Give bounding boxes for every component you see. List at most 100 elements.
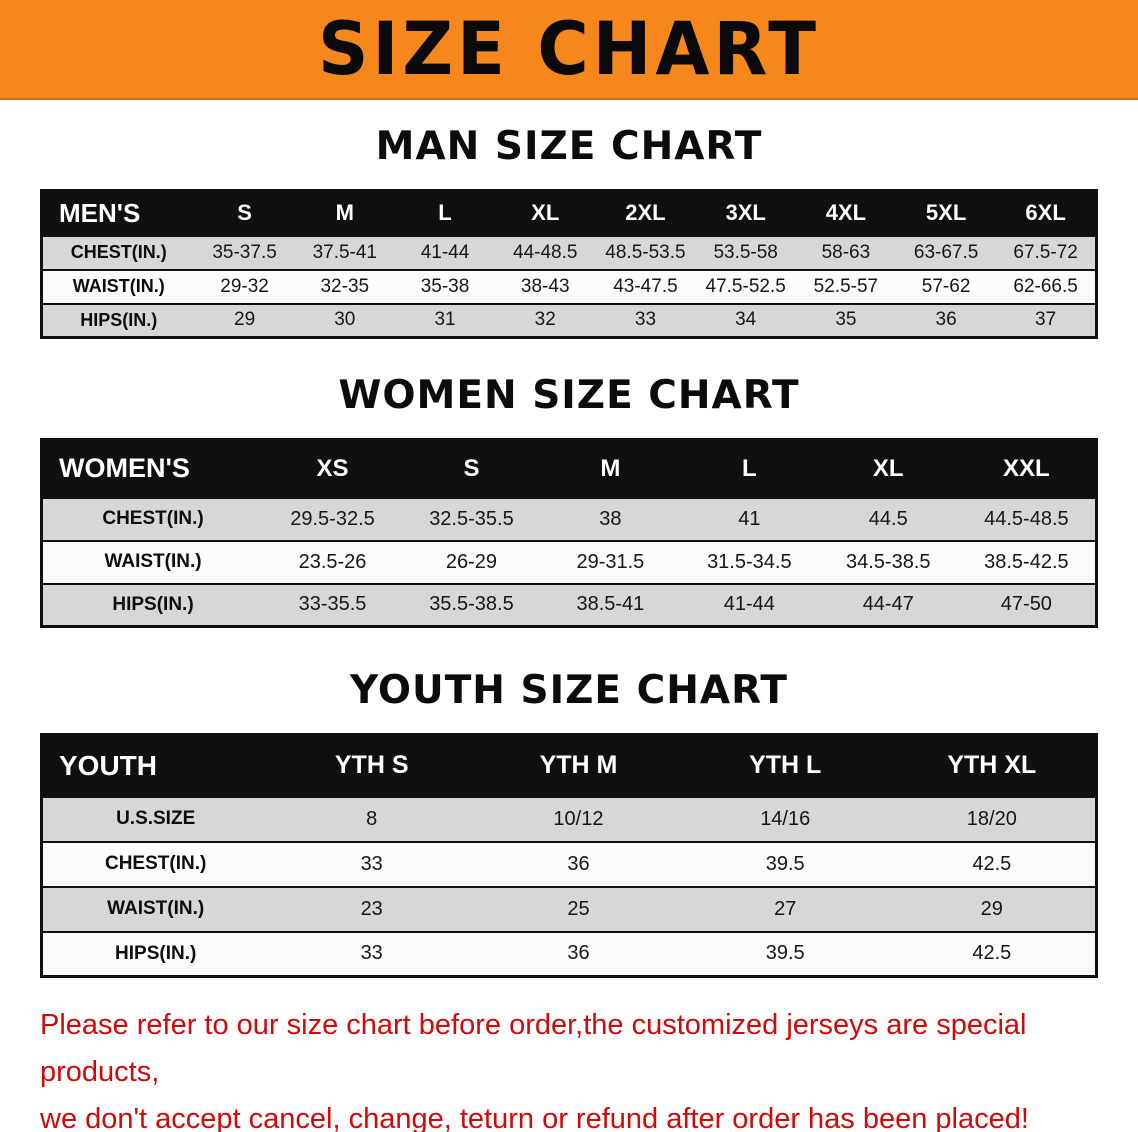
size-value-cell: 38.5-42.5 bbox=[957, 539, 1097, 584]
size-value-cell: 33 bbox=[595, 302, 696, 338]
size-value-cell: 30 bbox=[294, 302, 395, 338]
men-size-header-cell: M bbox=[294, 190, 395, 236]
row-label: CHEST(IN.) bbox=[41, 840, 269, 887]
men-header-row: MEN'S S M L XL 2XL 3XL 4XL 5XL 6XL bbox=[41, 190, 1097, 236]
row-label: WAIST(IN.) bbox=[41, 539, 264, 584]
men-size-header-cell: 6XL bbox=[996, 190, 1097, 236]
size-value-cell: 10/12 bbox=[475, 795, 682, 842]
size-value-cell: 43-47.5 bbox=[595, 268, 696, 304]
size-value-cell: 38 bbox=[540, 496, 680, 541]
row-label: WAIST(IN.) bbox=[41, 268, 195, 304]
size-value-cell: 52.5-57 bbox=[795, 268, 896, 304]
youth-chest-row: CHEST(IN.) 33 36 39.5 42.5 bbox=[41, 840, 1097, 887]
youth-size-header-cell: YTH M bbox=[475, 734, 682, 797]
men-size-header-cell: XL bbox=[495, 190, 596, 236]
size-value-cell: 35-38 bbox=[394, 268, 496, 304]
size-value-cell: 38-43 bbox=[495, 268, 596, 304]
size-value-cell: 35.5-38.5 bbox=[401, 582, 541, 627]
women-section-heading: WOMEN SIZE CHART bbox=[338, 373, 800, 418]
size-value-cell: 42.5 bbox=[888, 930, 1097, 977]
size-value-cell: 47-50 bbox=[957, 582, 1097, 627]
men-size-header-cell: 4XL bbox=[795, 190, 896, 236]
size-value-cell: 29-32 bbox=[194, 268, 295, 304]
size-value-cell: 23.5-26 bbox=[263, 539, 402, 584]
row-label: HIPS(IN.) bbox=[41, 582, 264, 627]
women-header-label: WOMEN'S bbox=[41, 439, 264, 498]
men-size-header-cell: S bbox=[194, 190, 295, 236]
women-header-row: WOMEN'S XS S M L XL XXL bbox=[41, 439, 1097, 498]
size-value-cell: 35-37.5 bbox=[194, 234, 295, 270]
youth-hips-row: HIPS(IN.) 33 36 39.5 42.5 bbox=[41, 930, 1097, 977]
men-waist-row: WAIST(IN.) 29-32 32-35 35-38 38-43 43-47… bbox=[41, 268, 1097, 304]
men-section-heading: MAN SIZE CHART bbox=[375, 124, 763, 169]
men-hips-row: HIPS(IN.) 29 30 31 32 33 34 35 36 37 bbox=[41, 302, 1097, 338]
size-value-cell: 36 bbox=[475, 840, 682, 887]
women-size-header-cell: M bbox=[540, 439, 680, 498]
women-size-header-cell: XS bbox=[263, 439, 402, 498]
youth-size-table: YOUTH YTH S YTH M YTH L YTH XL U.S.SIZE … bbox=[40, 733, 1098, 978]
women-section: WOMEN SIZE CHART WOMEN'S XS S M L XL XXL… bbox=[0, 373, 1138, 628]
size-value-cell: 38.5-41 bbox=[540, 582, 680, 627]
youth-ussize-row: U.S.SIZE 8 10/12 14/16 18/20 bbox=[41, 795, 1097, 842]
size-value-cell: 47.5-52.5 bbox=[695, 268, 796, 304]
women-size-table: WOMEN'S XS S M L XL XXL CHEST(IN.) 29.5-… bbox=[40, 438, 1098, 628]
row-label: WAIST(IN.) bbox=[41, 885, 269, 932]
row-label: U.S.SIZE bbox=[41, 795, 269, 842]
page-title: SIZE CHART bbox=[317, 5, 821, 93]
size-value-cell: 32-35 bbox=[294, 268, 395, 304]
youth-section: YOUTH SIZE CHART YOUTH YTH S YTH M YTH L… bbox=[0, 668, 1138, 978]
disclaimer-line-1: Please refer to our size chart before or… bbox=[40, 1009, 1027, 1088]
size-value-cell: 41 bbox=[679, 496, 819, 541]
size-value-cell: 34.5-38.5 bbox=[818, 539, 958, 584]
women-size-header-cell: L bbox=[679, 439, 819, 498]
row-label: CHEST(IN.) bbox=[41, 496, 264, 541]
size-value-cell: 26-29 bbox=[401, 539, 541, 584]
size-value-cell: 58-63 bbox=[795, 234, 896, 270]
size-value-cell: 33-35.5 bbox=[263, 582, 402, 627]
size-value-cell: 36 bbox=[475, 930, 682, 977]
youth-size-header-cell: YTH L bbox=[681, 734, 889, 797]
women-chest-row: CHEST(IN.) 29.5-32.5 32.5-35.5 38 41 44.… bbox=[41, 496, 1097, 541]
size-value-cell: 41-44 bbox=[679, 582, 819, 627]
size-value-cell: 41-44 bbox=[394, 234, 496, 270]
size-value-cell: 25 bbox=[475, 885, 682, 932]
size-value-cell: 8 bbox=[268, 795, 476, 842]
size-value-cell: 35 bbox=[795, 302, 896, 338]
men-chest-row: CHEST(IN.) 35-37.5 37.5-41 41-44 44-48.5… bbox=[41, 234, 1097, 270]
men-section: MAN SIZE CHART MEN'S S M L XL 2XL 3XL 4X… bbox=[0, 124, 1138, 339]
row-label: HIPS(IN.) bbox=[41, 930, 269, 977]
youth-header-label: YOUTH bbox=[41, 734, 269, 797]
size-value-cell: 44.5 bbox=[818, 496, 958, 541]
size-value-cell: 39.5 bbox=[681, 840, 889, 887]
size-value-cell: 37.5-41 bbox=[294, 234, 395, 270]
size-value-cell: 29 bbox=[194, 302, 295, 338]
size-value-cell: 53.5-58 bbox=[695, 234, 796, 270]
size-value-cell: 42.5 bbox=[888, 840, 1097, 887]
youth-waist-row: WAIST(IN.) 23 25 27 29 bbox=[41, 885, 1097, 932]
youth-size-header-cell: YTH S bbox=[268, 734, 476, 797]
size-value-cell: 31.5-34.5 bbox=[679, 539, 819, 584]
women-size-header-cell: XL bbox=[818, 439, 958, 498]
disclaimer-note: Please refer to our size chart before or… bbox=[40, 1002, 1108, 1132]
size-value-cell: 44.5-48.5 bbox=[957, 496, 1097, 541]
women-size-header-cell: XXL bbox=[957, 439, 1097, 498]
youth-size-header-cell: YTH XL bbox=[888, 734, 1097, 797]
size-value-cell: 23 bbox=[268, 885, 476, 932]
size-value-cell: 36 bbox=[896, 302, 997, 338]
women-waist-row: WAIST(IN.) 23.5-26 26-29 29-31.5 31.5-34… bbox=[41, 539, 1097, 584]
size-value-cell: 48.5-53.5 bbox=[595, 234, 696, 270]
size-value-cell: 39.5 bbox=[681, 930, 889, 977]
men-size-header-cell: 5XL bbox=[896, 190, 997, 236]
size-chart-banner: SIZE CHART bbox=[0, 0, 1138, 100]
size-value-cell: 62-66.5 bbox=[996, 268, 1097, 304]
size-value-cell: 27 bbox=[681, 885, 889, 932]
size-value-cell: 31 bbox=[394, 302, 496, 338]
size-value-cell: 29 bbox=[888, 885, 1097, 932]
size-value-cell: 63-67.5 bbox=[896, 234, 997, 270]
size-value-cell: 18/20 bbox=[888, 795, 1097, 842]
size-value-cell: 44-48.5 bbox=[495, 234, 596, 270]
size-value-cell: 34 bbox=[695, 302, 796, 338]
men-size-header-cell: 2XL bbox=[595, 190, 696, 236]
size-value-cell: 29-31.5 bbox=[540, 539, 680, 584]
size-value-cell: 57-62 bbox=[896, 268, 997, 304]
